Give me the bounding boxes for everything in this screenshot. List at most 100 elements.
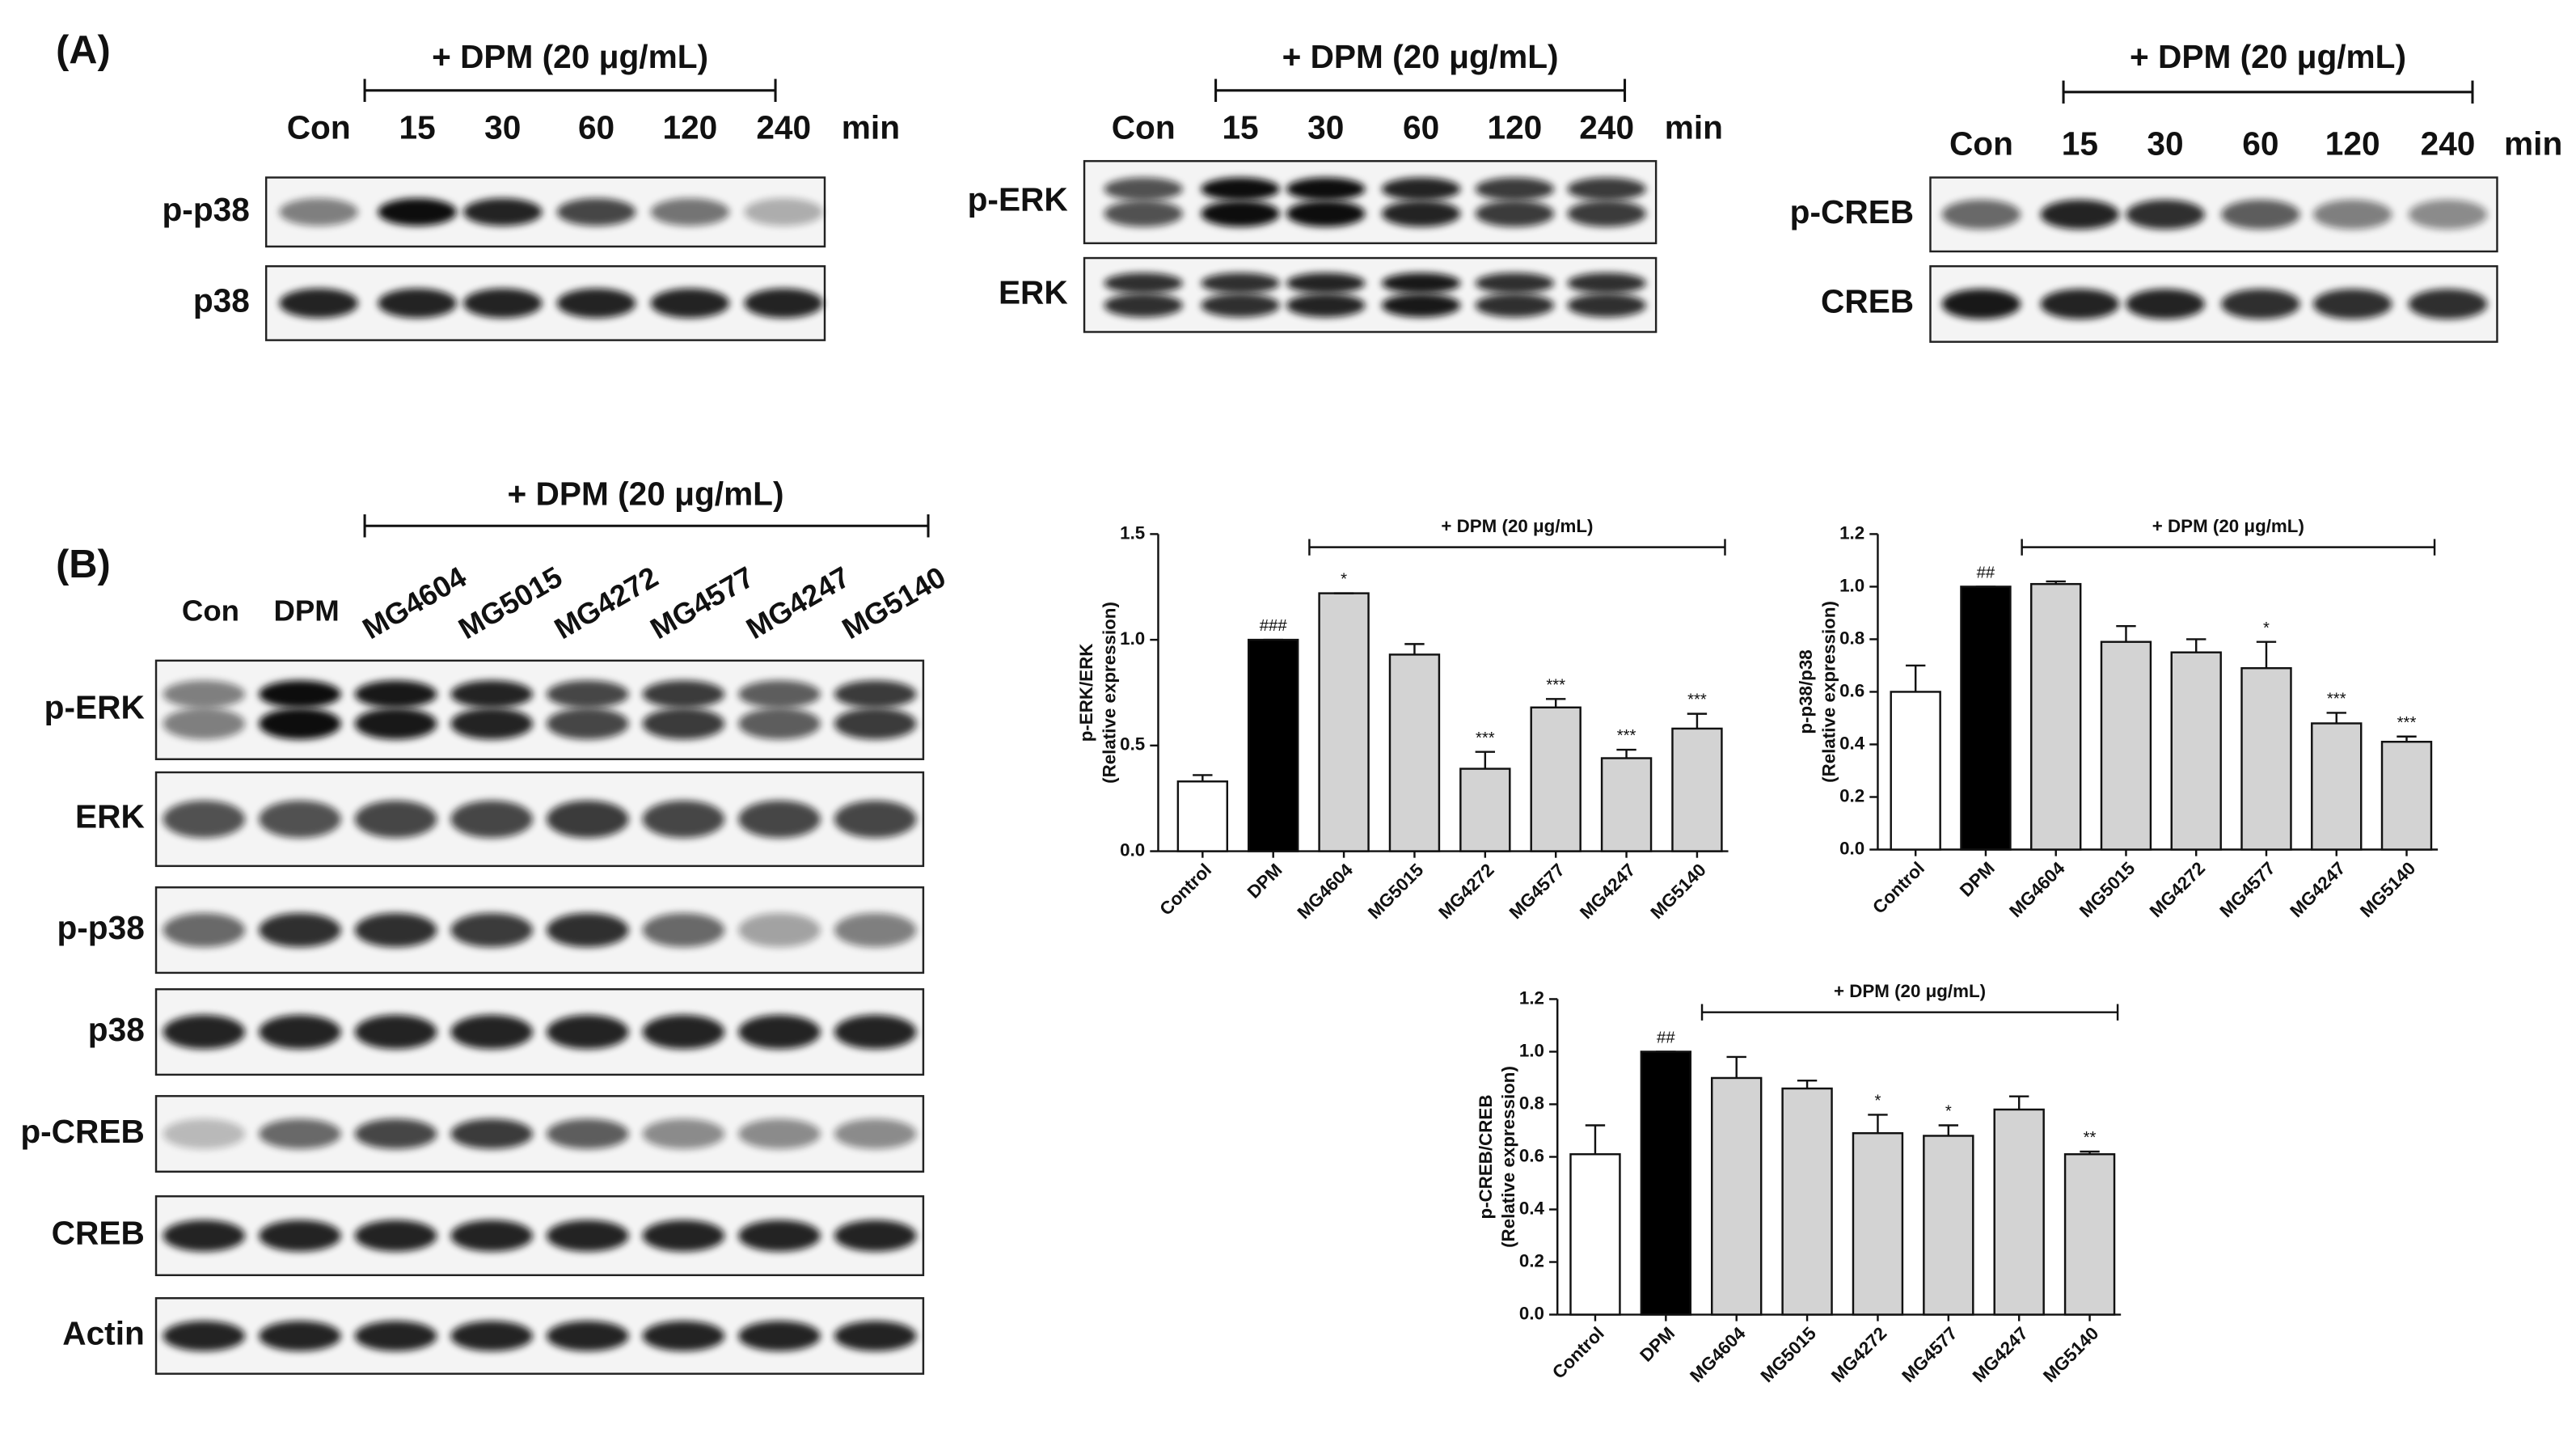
y-axis-label: p-p38/p38 [1796,649,1816,734]
blot-band [1567,200,1646,227]
blot-band [2126,289,2205,319]
blot-band [642,680,725,708]
blot-band [650,198,730,226]
blot-band [738,1118,821,1149]
blot-band [1104,273,1183,294]
blot-band [642,1118,725,1149]
row-label: p-p38 [57,909,144,946]
blot-band [546,912,629,948]
blot-band [163,1321,246,1351]
blot-band [2221,199,2300,230]
blot-band [556,288,636,319]
error-bar [1868,1114,1888,1134]
bar [2030,582,2082,851]
row-label: Actin [62,1315,145,1352]
blot-band [259,708,341,740]
bar [1890,691,1941,851]
blot-band [650,288,730,319]
bracket-label: + DPM (20 μg/mL) [1834,981,1986,1001]
row-label: p-p38 [162,191,249,228]
blot-band [642,800,725,839]
blot-band [259,1220,341,1252]
y-axis-label: p-CREB/CREB [1476,1095,1496,1220]
blot-band [834,912,917,948]
blot-band [834,800,917,839]
y-tick-label: 0.4 [1839,733,1865,753]
bar [2240,666,2292,851]
bar [1248,638,1299,852]
y-tick-label: 0.6 [1839,680,1864,700]
blot-band [642,708,725,740]
significance-label: ## [1657,1029,1675,1047]
blot-membrane [264,264,826,341]
error-bar [2116,624,2136,642]
blot-band [546,1118,629,1149]
blot-band [1286,200,1366,227]
significance-label: * [1874,1093,1881,1110]
error-bar [1797,1079,1818,1089]
blot-band [1381,293,1461,318]
blot-membrane [154,659,925,760]
bar [1960,586,2012,851]
bar [2380,741,2433,851]
blot-band [2408,289,2488,319]
significance-label: * [1341,571,1347,589]
y-tick-label: 0.0 [1120,839,1145,860]
blot-band [1567,177,1646,201]
bar [1176,780,1229,852]
blot-band [1381,273,1461,294]
blot-band [354,1321,437,1351]
row-label: p-ERK [44,689,145,726]
bar [1923,1135,1974,1316]
blot-band [354,1220,437,1252]
y-axis-label: p-ERK/ERK [1076,644,1096,742]
lane-label: 120 [2325,125,2380,163]
blot-band [1567,273,1646,294]
blot-band [1104,177,1183,201]
lane-label: 240 [2421,125,2476,163]
blot-band [834,1220,917,1252]
significance-label: *** [1617,727,1636,745]
blot-band [163,680,246,708]
blot-band [378,198,457,226]
error-bar [2080,1150,2100,1155]
blot-band [2408,199,2488,230]
blot-band [450,912,533,948]
treatment-label: + DPM (20 μg/mL) [508,475,784,512]
y-tick-label: 1.0 [1839,575,1864,595]
y-tick-label: 1.5 [1120,522,1145,543]
error-bar [1585,1124,1606,1155]
lane-label: Con [287,108,351,146]
blot-band [2040,199,2120,230]
blot-band [279,198,358,226]
blot-band [462,198,543,226]
blot-band [259,680,341,708]
lane-label: 15 [2062,125,2098,163]
y-tick-label: 0.6 [1519,1145,1544,1165]
blot-band [450,1014,533,1050]
blot-band [259,1321,341,1351]
y-axis-label: (Relative expression) [1099,602,1119,784]
blot-band [450,1118,533,1149]
blot-band [450,1321,533,1351]
lane-label: 30 [484,108,521,146]
blot-band [354,680,437,708]
blot-band [259,800,341,839]
blot-band [738,800,821,839]
blot-band [1201,293,1280,318]
blot-band [546,1321,629,1351]
bar [2063,1153,2116,1316]
bracket-label: + DPM (20 μg/mL) [2152,516,2304,536]
row-label: p-CREB [1790,193,1914,230]
y-axis-label: (Relative expression) [1818,601,1839,783]
blot-band [450,1220,533,1252]
lane-label: 120 [663,108,718,146]
row-label: ERK [75,798,145,835]
blot-band [450,708,533,740]
blot-band [354,1118,437,1149]
bar [1318,592,1370,852]
error-bar [1687,712,1708,729]
blot-band [546,1014,629,1050]
error-bar [1475,750,1496,769]
lane-label: DPM [273,594,339,628]
